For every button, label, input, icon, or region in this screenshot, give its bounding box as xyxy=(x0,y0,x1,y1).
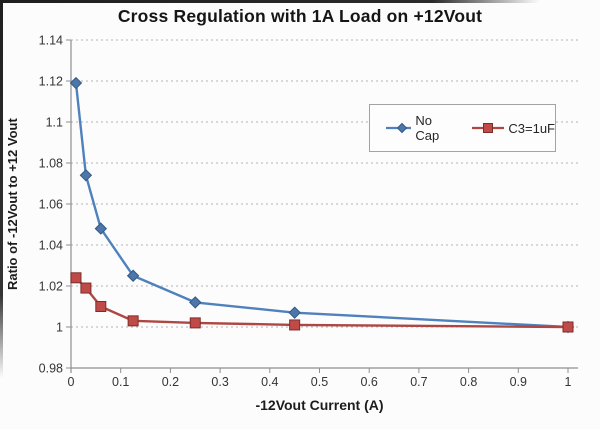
y-tick-label: 1.12 xyxy=(39,75,63,89)
series-line-1 xyxy=(74,276,570,329)
legend-label: C3=1uF xyxy=(508,120,555,136)
photo-border-top xyxy=(0,0,540,3)
x-tick-label: 0.9 xyxy=(510,375,527,389)
y-tick-label: 1.06 xyxy=(39,198,63,212)
data-point-square xyxy=(562,321,574,333)
data-point-diamond xyxy=(126,269,140,282)
x-tick-label: 0 xyxy=(68,375,75,389)
chart-title: Cross Regulation with 1A Load on +12Vout xyxy=(117,6,483,26)
x-tick-label: 0.7 xyxy=(410,375,427,389)
legend: No Cap C3=1uF xyxy=(369,104,556,152)
legend-swatch-0 xyxy=(386,122,412,134)
legend-item-c3-1uf: C3=1uF xyxy=(472,121,555,136)
photo-border-left xyxy=(0,0,3,378)
x-tick-label: 0.8 xyxy=(460,375,477,389)
y-tick-label: 1.04 xyxy=(39,239,63,253)
data-point-diamond xyxy=(288,306,301,319)
data-point-square xyxy=(189,317,201,329)
y-tick-label: 1.1 xyxy=(46,116,63,130)
y-tick-label: 0.98 xyxy=(39,362,63,376)
data-point-square xyxy=(70,272,82,284)
x-tick-label: 0.2 xyxy=(162,375,179,389)
x-tick-label: 0.6 xyxy=(361,375,378,389)
y-tick-label: 1.02 xyxy=(39,280,63,294)
data-point-square xyxy=(483,123,494,133)
data-point-square xyxy=(95,301,107,312)
x-tick-label: 0.4 xyxy=(261,375,278,389)
x-axis-title: -12Vout Current (A) xyxy=(255,397,384,413)
data-point-square xyxy=(127,315,139,327)
y-tick-label: 1.08 xyxy=(39,157,63,171)
data-point-diamond xyxy=(189,296,202,309)
x-tick-label: 0.1 xyxy=(112,375,129,389)
y-tick-label: 1 xyxy=(56,321,63,335)
data-point-square xyxy=(289,319,301,331)
x-tick-label: 0.5 xyxy=(311,375,328,389)
x-tick-label: 1 xyxy=(565,375,572,389)
data-point-diamond xyxy=(69,76,83,90)
legend-swatch-1 xyxy=(472,123,505,133)
legend-item-no-cap: No Cap xyxy=(386,113,450,143)
data-point-diamond xyxy=(94,222,108,235)
data-point-diamond xyxy=(79,169,93,182)
y-tick-label: 1.14 xyxy=(39,34,63,48)
x-tick-label: 0.3 xyxy=(211,375,228,389)
data-point-square xyxy=(80,282,92,294)
data-point-diamond xyxy=(396,122,408,134)
legend-label: No Cap xyxy=(415,113,440,143)
